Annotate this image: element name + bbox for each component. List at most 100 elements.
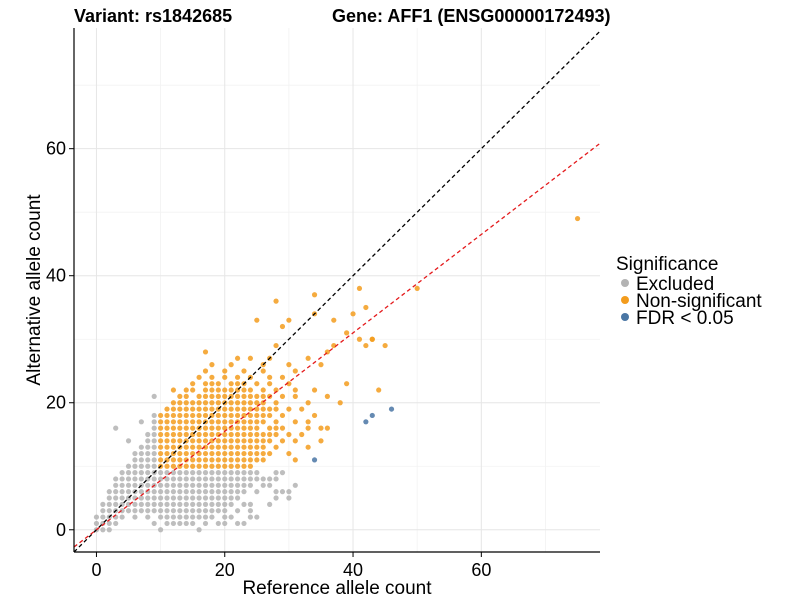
- point-excluded: [119, 514, 125, 520]
- point-excluded: [151, 457, 157, 463]
- point-non-significant: [267, 450, 273, 457]
- point-non-significant: [241, 393, 247, 399]
- point-excluded: [247, 501, 254, 507]
- point-non-significant: [170, 444, 177, 450]
- point-excluded: [151, 431, 157, 438]
- legend-label-2: FDR < 0.05: [636, 308, 734, 329]
- point-non-significant: [196, 438, 202, 444]
- point-non-significant: [311, 412, 318, 419]
- point-excluded: [215, 501, 221, 507]
- point-non-significant: [222, 444, 228, 450]
- point-excluded: [190, 470, 196, 476]
- point-excluded: [151, 520, 157, 527]
- point-non-significant: [292, 393, 298, 399]
- point-non-significant: [292, 387, 298, 393]
- point-non-significant: [228, 444, 234, 450]
- point-non-significant: [254, 431, 260, 438]
- point-non-significant: [234, 438, 241, 444]
- point-excluded: [190, 482, 196, 488]
- point-excluded: [209, 476, 215, 482]
- point-excluded: [93, 520, 100, 527]
- point-non-significant: [190, 457, 196, 463]
- point-non-significant: [260, 387, 266, 393]
- point-non-significant: [183, 419, 189, 425]
- point-excluded: [106, 489, 112, 495]
- point-excluded: [157, 470, 164, 476]
- point-non-significant: [209, 387, 215, 393]
- point-non-significant: [254, 317, 260, 323]
- point-non-significant: [202, 387, 209, 393]
- point-excluded: [113, 476, 119, 482]
- point-excluded: [241, 482, 247, 488]
- point-excluded: [183, 514, 189, 520]
- point-excluded: [183, 495, 189, 501]
- point-excluded: [279, 489, 286, 495]
- point-non-significant: [247, 355, 254, 361]
- point-non-significant: [331, 317, 337, 323]
- point-excluded: [151, 476, 157, 482]
- point-excluded: [228, 501, 234, 507]
- point-fdr-0-05: [388, 406, 395, 412]
- point-non-significant: [228, 400, 234, 406]
- point-non-significant: [234, 381, 241, 387]
- point-excluded: [190, 520, 196, 527]
- point-non-significant: [234, 393, 241, 399]
- point-non-significant: [177, 450, 183, 457]
- point-excluded: [202, 495, 209, 501]
- point-non-significant: [267, 374, 273, 380]
- point-non-significant: [202, 381, 209, 387]
- point-non-significant: [363, 304, 369, 311]
- point-excluded: [209, 514, 215, 520]
- point-non-significant: [170, 419, 177, 425]
- reference-lines: [74, 30, 600, 552]
- point-non-significant: [222, 425, 228, 431]
- point-excluded: [164, 489, 170, 495]
- point-excluded: [228, 514, 234, 520]
- point-non-significant: [273, 298, 279, 304]
- point-excluded: [113, 495, 119, 501]
- point-non-significant: [215, 463, 221, 469]
- point-excluded: [177, 495, 183, 501]
- point-non-significant: [241, 457, 247, 463]
- point-excluded: [151, 393, 157, 399]
- point-non-significant: [241, 406, 247, 412]
- point-non-significant: [286, 450, 292, 457]
- point-non-significant: [267, 412, 273, 419]
- point-non-significant: [177, 438, 183, 444]
- legend: Significance ExcludedNon-significantFDR …: [616, 254, 762, 329]
- point-excluded: [170, 508, 177, 514]
- point-non-significant: [215, 450, 221, 457]
- point-excluded: [183, 470, 189, 476]
- point-excluded: [125, 476, 132, 482]
- point-excluded: [151, 463, 157, 469]
- point-non-significant: [247, 425, 254, 431]
- point-non-significant: [228, 438, 234, 444]
- point-non-significant: [234, 406, 241, 412]
- point-excluded: [132, 476, 138, 482]
- point-excluded: [183, 476, 189, 482]
- point-non-significant: [215, 425, 221, 431]
- point-non-significant: [202, 406, 209, 412]
- point-non-significant: [382, 342, 388, 349]
- point-excluded: [228, 470, 234, 476]
- point-excluded: [228, 482, 234, 488]
- point-non-significant: [202, 368, 209, 374]
- point-excluded: [177, 476, 183, 482]
- point-non-significant: [234, 431, 241, 438]
- point-excluded: [151, 508, 157, 514]
- point-non-significant: [376, 387, 382, 393]
- point-non-significant: [196, 463, 202, 469]
- point-excluded: [113, 425, 119, 431]
- point-excluded: [228, 495, 234, 501]
- point-non-significant: [267, 381, 273, 387]
- point-non-significant: [273, 431, 279, 438]
- point-non-significant: [260, 438, 266, 444]
- point-non-significant: [222, 393, 228, 399]
- point-excluded: [151, 419, 157, 425]
- point-non-significant: [279, 412, 286, 419]
- y-axis-label: Alternative allele count: [24, 194, 45, 386]
- point-excluded: [196, 489, 202, 495]
- point-non-significant: [286, 317, 292, 323]
- point-non-significant: [170, 400, 177, 406]
- point-non-significant: [350, 311, 356, 317]
